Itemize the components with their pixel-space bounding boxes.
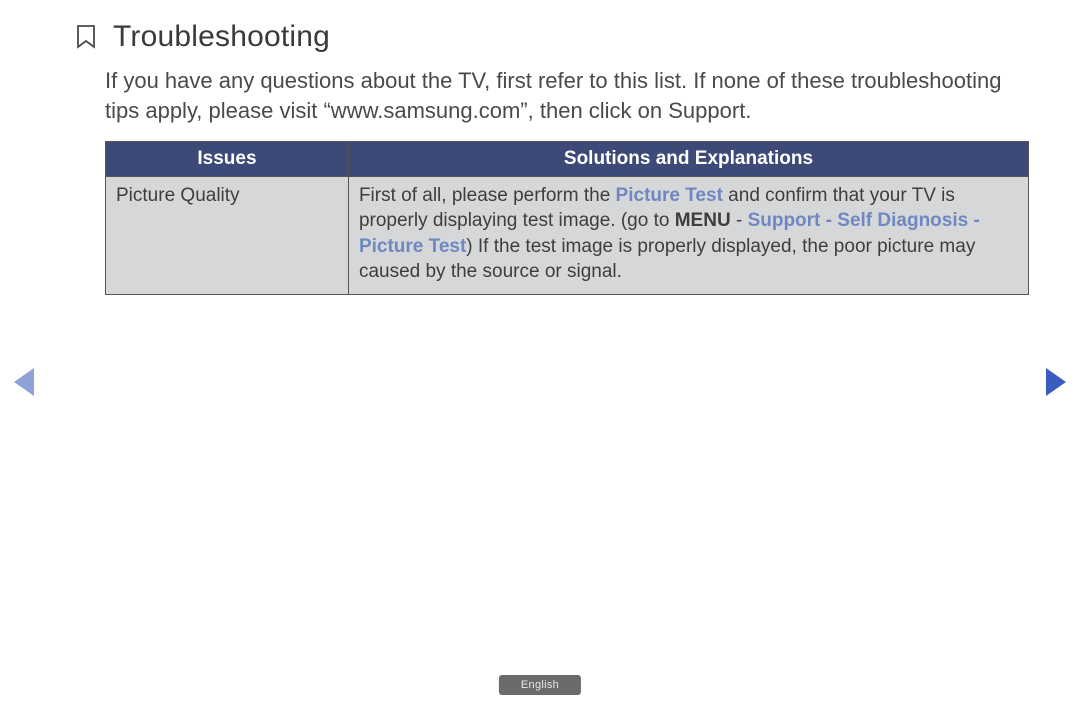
- solution-accent-sep: -: [820, 210, 837, 231]
- troubleshooting-table: Issues Solutions and Explanations Pictur…: [105, 141, 1029, 294]
- language-pill: English: [499, 675, 581, 695]
- page-content: Troubleshooting If you have any question…: [75, 20, 1035, 295]
- solution-accent-self-diagnosis: Self Diagnosis: [837, 210, 968, 231]
- page-title: Troubleshooting: [113, 20, 330, 54]
- cell-issue: Picture Quality: [106, 177, 349, 294]
- solution-accent-picture-test: Picture Test: [616, 185, 723, 206]
- solution-bold-menu: MENU: [675, 210, 731, 231]
- cell-solution: First of all, please perform the Picture…: [348, 177, 1028, 294]
- header-issues: Issues: [106, 142, 349, 177]
- intro-text: If you have any questions about the TV, …: [105, 66, 1035, 125]
- solution-text: -: [731, 210, 748, 231]
- table-header-row: Issues Solutions and Explanations: [106, 142, 1029, 177]
- solution-text: First of all, please perform the: [359, 185, 616, 206]
- solution-accent-sep2: -: [968, 210, 980, 231]
- next-page-arrow[interactable]: [1046, 368, 1066, 396]
- header-solutions: Solutions and Explanations: [348, 142, 1028, 177]
- table-row: Picture Quality First of all, please per…: [106, 177, 1029, 294]
- bookmark-icon: [75, 24, 97, 50]
- solution-accent-support: Support: [748, 210, 821, 231]
- title-row: Troubleshooting: [75, 20, 1035, 54]
- prev-page-arrow[interactable]: [14, 368, 34, 396]
- solution-accent-picture-test2: Picture Test: [359, 236, 466, 257]
